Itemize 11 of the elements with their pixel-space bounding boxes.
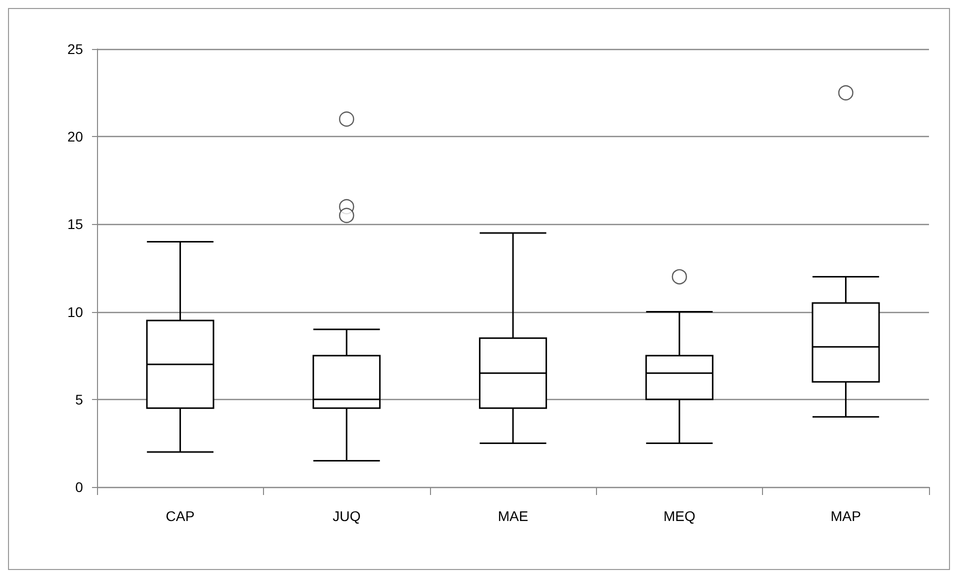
x-tick-label: MAP	[830, 508, 861, 524]
y-tick-label: 5	[75, 391, 84, 408]
y-tick-label: 25	[67, 41, 84, 57]
y-tick-label: 20	[67, 128, 84, 145]
y-tick-label: 10	[67, 304, 84, 320]
x-tick-label: JUQ	[332, 508, 361, 524]
y-tick-label: 0	[75, 479, 84, 495]
x-tick-label: MAE	[498, 508, 528, 524]
y-tick-label: 15	[67, 216, 84, 232]
x-tick-label: MEQ	[663, 508, 696, 524]
x-tick-label: CAP	[166, 508, 195, 524]
